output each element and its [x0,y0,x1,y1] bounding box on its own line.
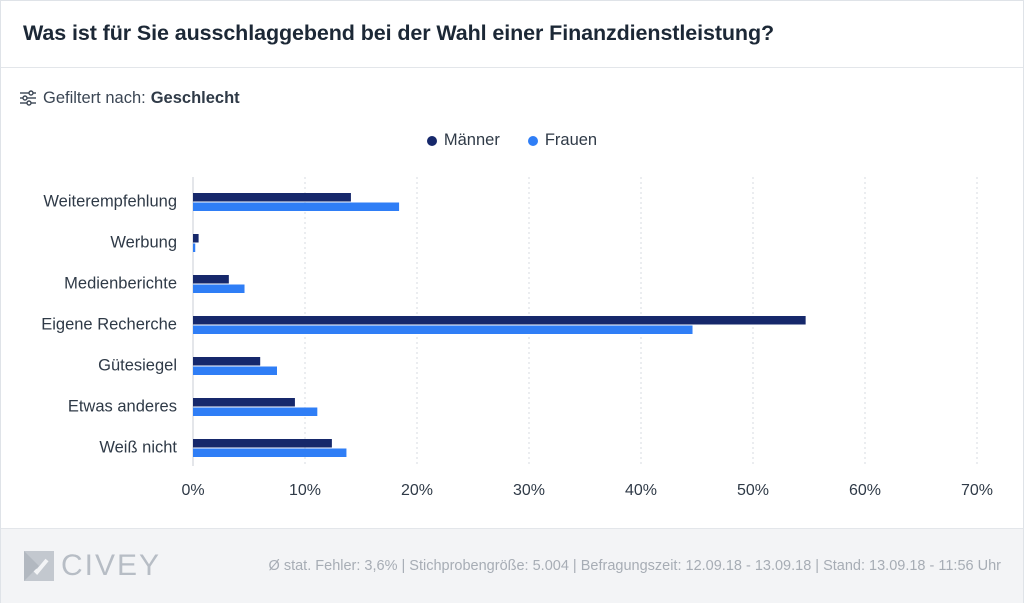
bar-maenner [193,316,806,325]
x-tick-label: 40% [625,482,657,499]
bar-maenner [193,275,229,284]
x-tick-label: 50% [737,482,769,499]
x-tick-label: 10% [289,482,321,499]
x-tick-label: 60% [849,482,881,499]
legend-item-frauen[interactable]: Frauen [527,131,598,150]
logo-text: CIVEY [61,549,162,582]
legend-dot [527,135,538,146]
category-label: Werbung [110,234,177,252]
footer: CIVEY Ø stat. Fehler: 3,6% | Stichproben… [1,528,1023,603]
bar-frauen [193,243,196,252]
x-tick-label: 30% [513,482,545,499]
category-label: Medienberichte [64,275,177,293]
bar-frauen [193,407,318,416]
filter-value: Geschlecht [150,88,240,107]
bar-maenner [193,193,351,202]
category-label: Eigene Recherche [41,316,177,334]
x-tick-label: 70% [961,482,993,499]
legend-item-maenner[interactable]: Männer [426,131,500,150]
sliders-icon [20,90,36,106]
filter-bar[interactable]: Gefiltert nach: Geschlecht [19,87,240,109]
x-tick-label: 0% [181,482,204,499]
category-label: Weiß nicht [99,439,177,457]
category-label: Gütesiegel [98,357,177,375]
bar-frauen [193,325,693,334]
x-tick-label: 20% [401,482,433,499]
bar-maenner [193,234,199,243]
bar-frauen [193,366,277,375]
header: Was ist für Sie ausschlaggebend bei der … [1,1,1023,68]
legend-dot [426,135,437,146]
civey-logo-icon [24,551,54,581]
chart-title: Was ist für Sie ausschlaggebend bei der … [23,21,775,45]
bar-frauen [193,284,245,293]
bar-chart: 0% 10% 20% 30% 40% 50% 60% 70% Weiterempfehlung W… [41,177,993,499]
survey-info: Ø stat. Fehler: 3,6% | Stichprobengröße:… [268,558,1001,574]
bar-maenner [193,357,261,366]
category-label: Weiterempfehlung [43,193,177,211]
legend: Männer Frauen [1,131,1023,150]
bar-frauen [193,202,400,211]
civey-logo: CIVEY [23,549,161,583]
bar-maenner [193,398,295,407]
category-label: Etwas anderes [68,398,177,416]
filter-prefix: Gefiltert nach: [43,88,146,107]
legend-label: Männer [443,131,500,149]
legend-label: Frauen [544,131,598,149]
bar-maenner [193,439,332,448]
bar-frauen [193,448,347,457]
